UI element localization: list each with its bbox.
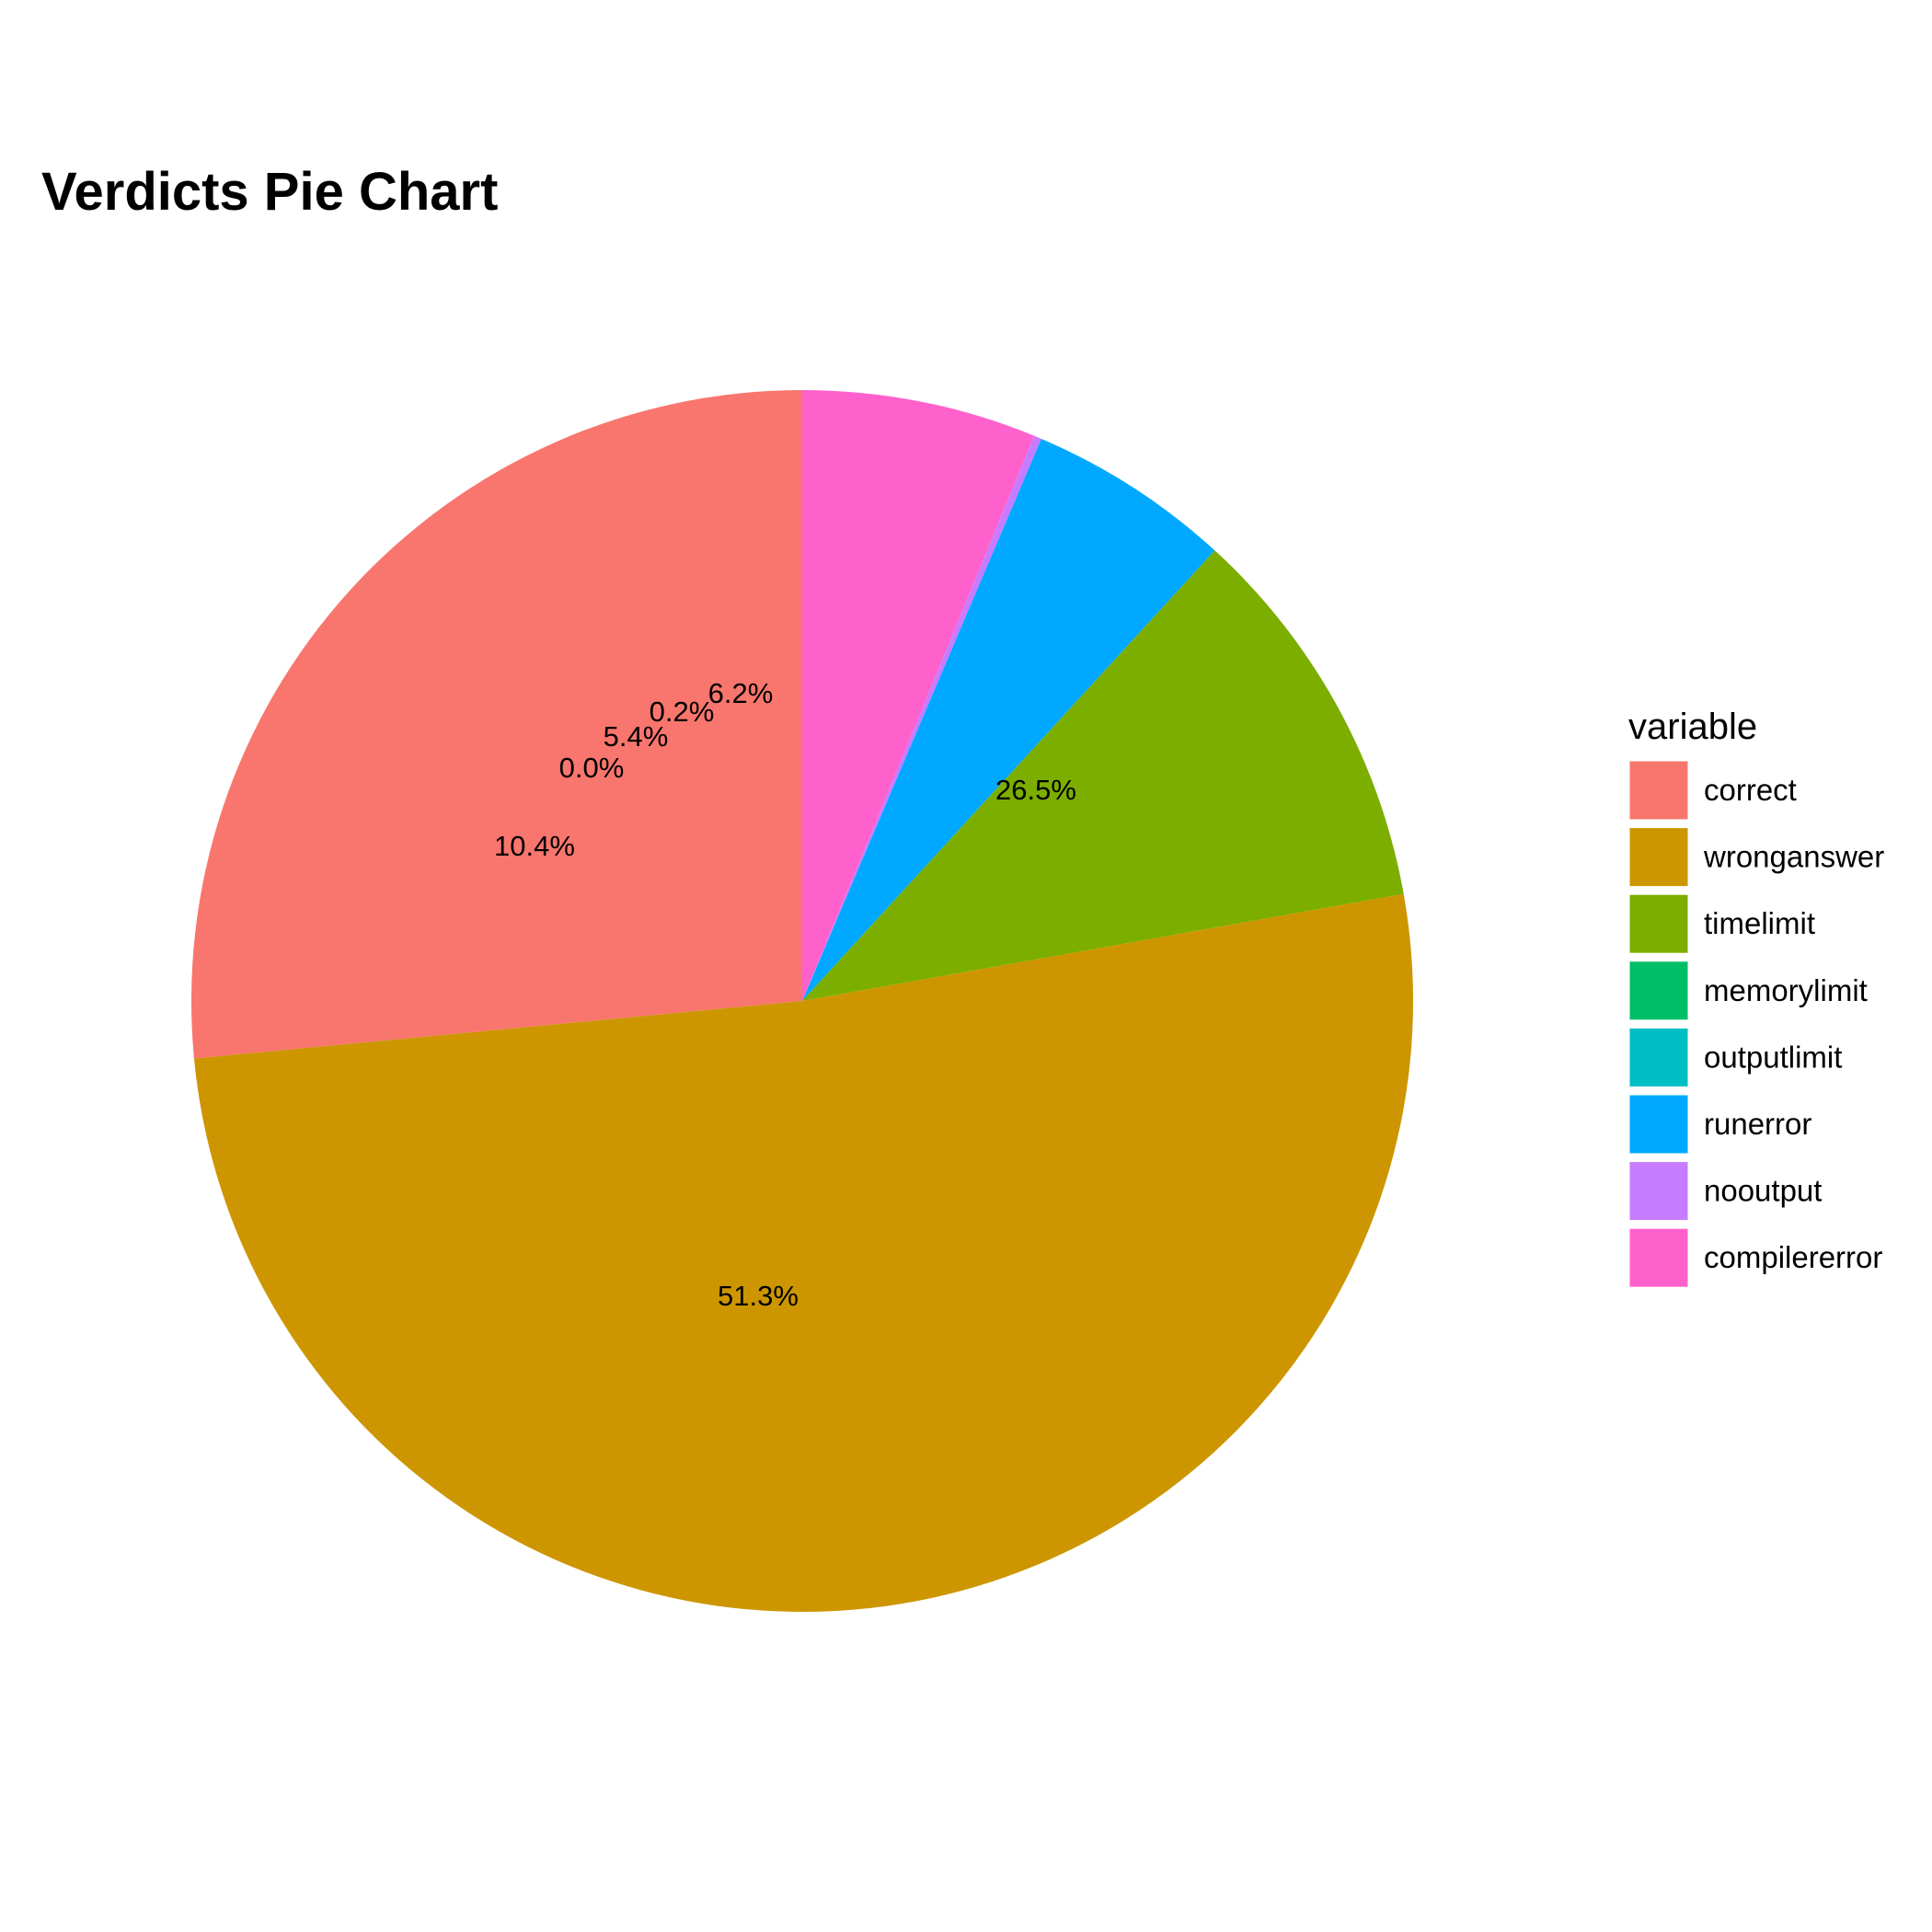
legend-label-wronganswer: wronganswer [1703, 840, 1884, 874]
pie-label-correct: 26.5% [995, 774, 1076, 806]
legend-label-nooutput: nooutput [1704, 1174, 1822, 1208]
legend-key-correct [1627, 758, 1691, 822]
pie-label-runerror: 5.4% [604, 720, 669, 753]
pie-slice-wronganswer [193, 893, 1414, 1613]
legend-key-wronganswer [1627, 825, 1691, 890]
legend-key-nooutput [1627, 1159, 1691, 1224]
legend: variable correct wronganswer timelimit memo… [1627, 707, 1884, 1290]
pie-label-timelimit: 10.4% [494, 830, 575, 862]
legend-label-runerror: runerror [1704, 1107, 1811, 1141]
legend-key-runerror [1627, 1092, 1691, 1156]
pie-label-wronganswer: 51.3% [718, 1280, 799, 1312]
pie-slices [191, 390, 1414, 1613]
pie-label-compilererror: 6.2% [708, 677, 774, 709]
legend-key-timelimit [1627, 891, 1691, 956]
legend-label-memorylimit: memorylimit [1704, 973, 1868, 1007]
legend-label-correct: correct [1704, 773, 1797, 807]
legend-label-compilererror: compilererror [1704, 1240, 1882, 1274]
pie-label-nooutput: 0.2% [650, 696, 715, 728]
pie-label-memorylimit: 0.0% [559, 752, 625, 784]
pie-slice-compilererror [802, 390, 1035, 1001]
pie-labels: 26.5% 51.3% 10.4% 0.0%5.4%0.2%6.2% [494, 677, 1076, 1312]
legend-label-outputlimit: outputlimit [1704, 1040, 1842, 1074]
chart-title: Verdicts Pie Chart [41, 162, 498, 222]
legend-key-outputlimit [1627, 1025, 1691, 1089]
legend-key-memorylimit [1627, 959, 1691, 1023]
legend-key-compilererror [1627, 1225, 1691, 1290]
pie-slice-timelimit [802, 550, 1404, 1001]
pie-slice-runerror [802, 438, 1215, 1001]
legend-label-timelimit: timelimit [1704, 906, 1815, 940]
pie-slice-correct [191, 390, 803, 1059]
pie-slice-nooutput [802, 435, 1041, 1001]
legend-title: variable [1628, 707, 1757, 747]
